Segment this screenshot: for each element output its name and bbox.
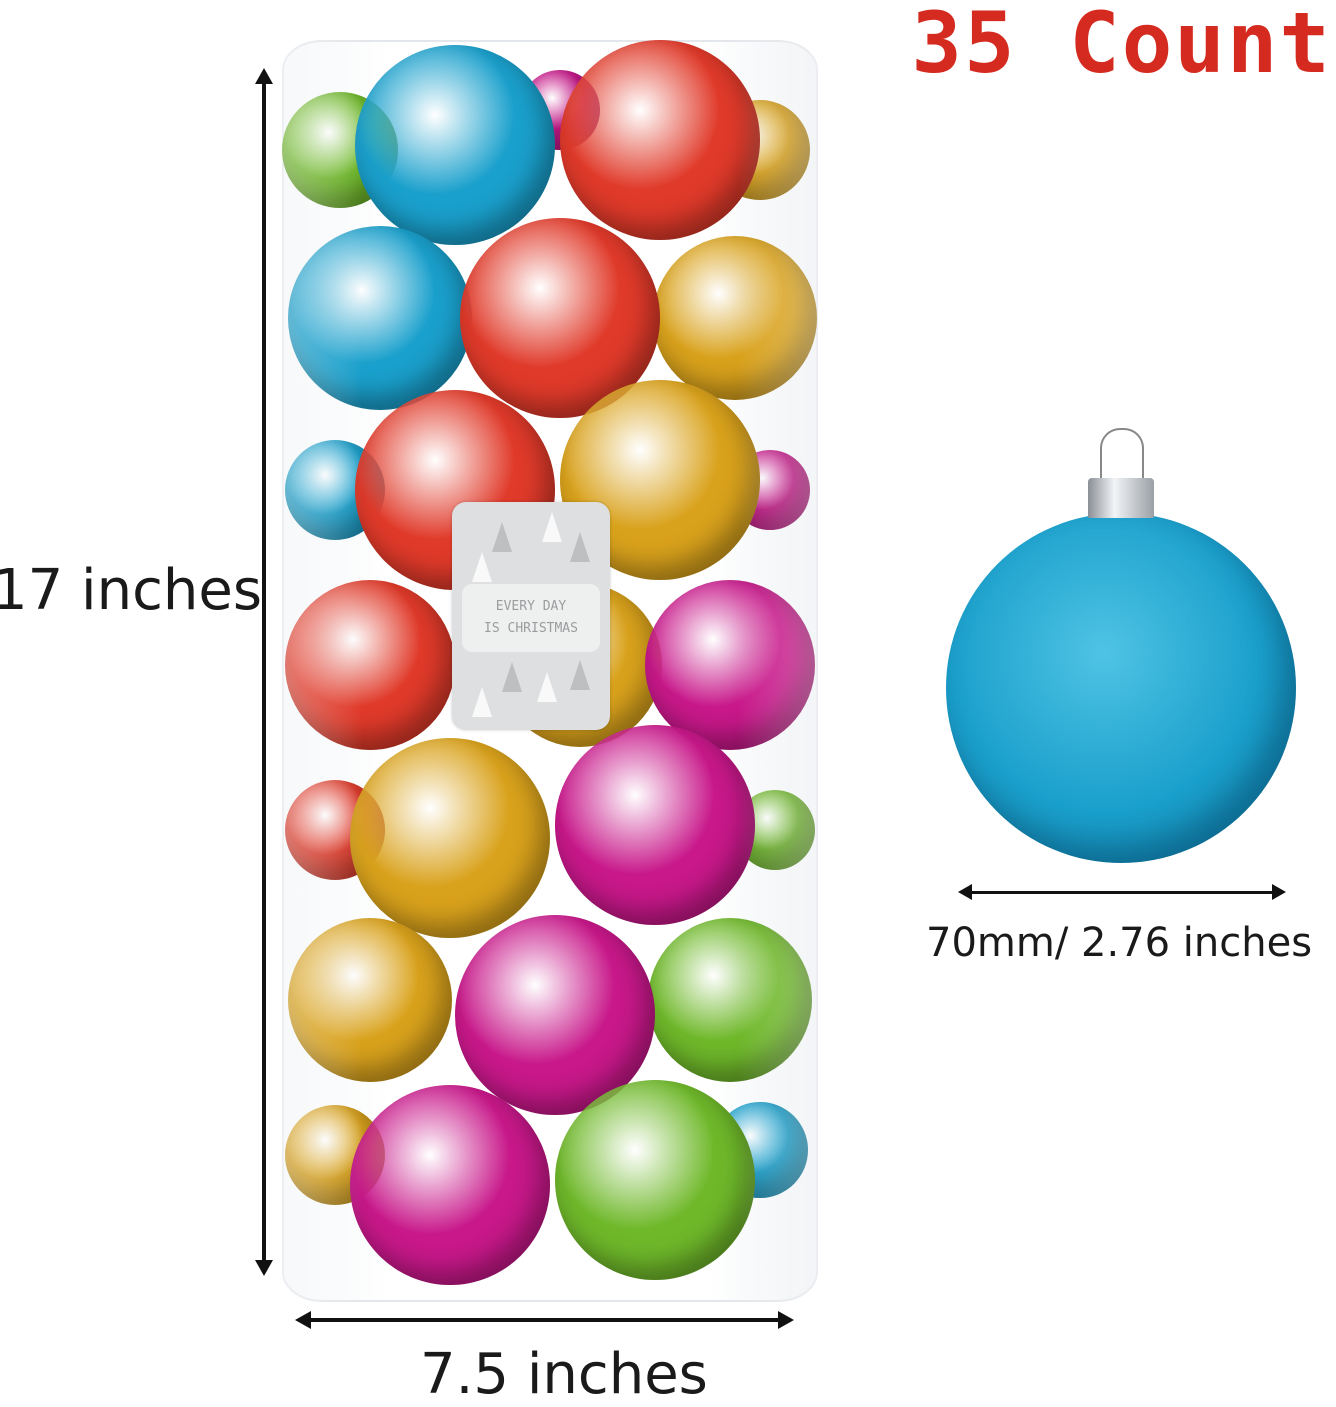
ornament-ball (648, 918, 812, 1082)
label-text-box: EVERY DAY IS CHRISTMAS (462, 584, 600, 652)
arrowhead-right-icon (1272, 884, 1286, 900)
ornament-ball (653, 236, 817, 400)
ornament-ball (355, 45, 555, 245)
diameter-label: 70mm/ 2.76 inches (926, 920, 1313, 966)
arrowhead-down-icon (255, 1260, 273, 1276)
ornament-ball (285, 580, 455, 750)
arrowhead-left-icon (295, 1311, 311, 1329)
ornament-hook (1100, 428, 1144, 480)
ornament-ball (555, 725, 755, 925)
diameter-dimension-arrow (964, 891, 1280, 894)
label-line-1: EVERY DAY (495, 599, 567, 614)
label-line-2: IS CHRISTMAS (484, 621, 578, 636)
width-dimension-arrow (300, 1318, 790, 1322)
package-label: EVERY DAY IS CHRISTMAS (452, 502, 610, 730)
width-label: 7.5 inches (420, 1342, 708, 1407)
height-label: 17 inches (0, 558, 263, 623)
arrowhead-up-icon (255, 68, 273, 84)
ornament-ball (645, 580, 815, 750)
arrowhead-left-icon (958, 884, 972, 900)
ornament-ball (288, 226, 472, 410)
height-dimension-arrow (262, 72, 266, 1272)
ornament-ball (455, 915, 655, 1115)
ornament-ball (560, 40, 760, 240)
ornament-ball (350, 738, 550, 938)
ornament-cap (1088, 478, 1154, 518)
ornament-ball (350, 1085, 550, 1285)
count-headline: 35 Count (911, 0, 1332, 92)
ornament-ball (288, 918, 452, 1082)
arrowhead-right-icon (778, 1311, 794, 1329)
ornament-ball (555, 1080, 755, 1280)
single-ornament (946, 513, 1296, 863)
